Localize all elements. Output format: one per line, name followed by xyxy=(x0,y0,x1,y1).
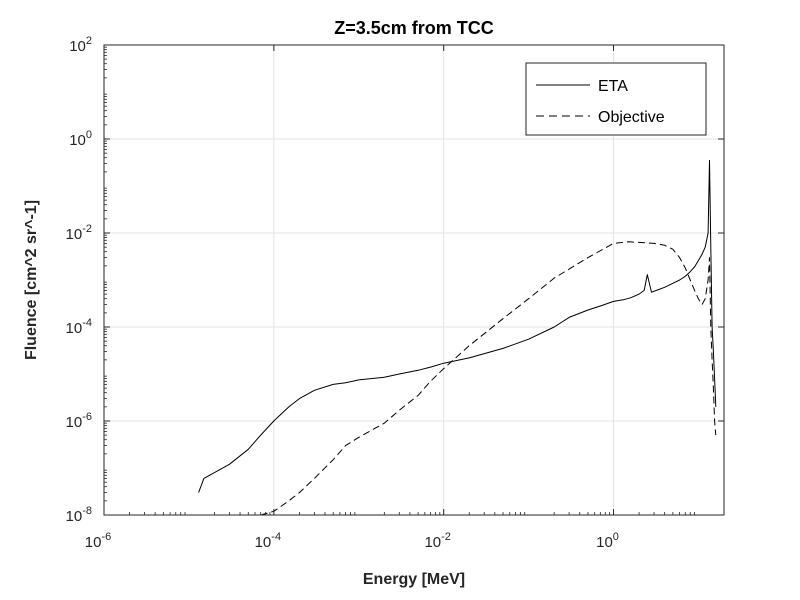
legend-label-eta: ETA xyxy=(598,78,628,95)
x-axis-label: Energy [MeV] xyxy=(363,571,465,588)
y-axis-label: Fluence [cm^2 sr^-1] xyxy=(23,200,40,360)
legend: ETA Objective xyxy=(525,62,707,136)
series-line-eta xyxy=(198,159,717,493)
plot-frame xyxy=(103,44,725,516)
series-layer xyxy=(198,159,717,516)
chart-title: Z=3.5cm from TCC xyxy=(334,18,494,38)
legend-box xyxy=(525,62,707,136)
series-line-objective xyxy=(260,241,717,516)
tick-marks xyxy=(103,44,725,516)
legend-label-objective: Objective xyxy=(598,109,665,126)
